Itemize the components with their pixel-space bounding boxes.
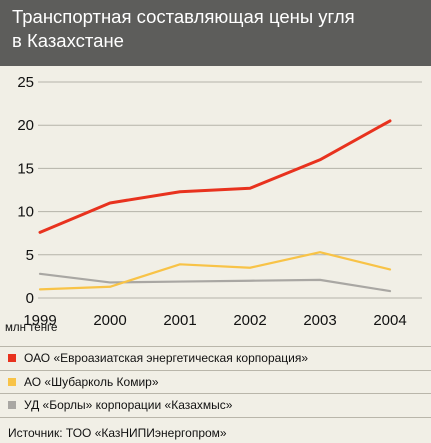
legend-divider: [0, 393, 431, 394]
legend-item: ОАО «Евроазиатская энергетическая корпор…: [8, 349, 308, 367]
y-unit-label: млн тенге: [5, 322, 58, 334]
chart-title: Транспортная составляющая цены угля в Ка…: [12, 5, 422, 53]
legend-item: УД «Борлы» корпорации «Казахмыс»: [8, 396, 232, 414]
source-note: Источник: ТОО «КазНИПИэнергопром»: [8, 426, 227, 440]
y-tick-label: 5: [26, 247, 34, 264]
legend-swatch: [8, 377, 16, 386]
y-tick-label: 25: [17, 74, 34, 91]
line-chart: 0 5 10 15 20 25 1999 2000 2001 2002 2003 2004: [17, 74, 422, 329]
legend-divider: [0, 346, 431, 347]
legend-swatch: [8, 354, 16, 362]
y-tick-label: 20: [17, 117, 34, 134]
x-tick-label: 2003: [303, 312, 336, 329]
legend-divider: [0, 416, 431, 418]
x-tick-label: 2001: [163, 312, 196, 329]
legend-divider: [0, 369, 431, 371]
chart-area: 0 5 10 15 20 25 1999 2000 2001 2002 2003 2004 млн т…: [0, 66, 431, 346]
x-tick-label: 2002: [233, 312, 266, 329]
legend-label: ОАО «Евроазиатская энергетическая корпор…: [24, 351, 309, 365]
x-tick-label: 2000: [93, 312, 126, 329]
series-line-1: [38, 119, 392, 234]
legend-swatch: [8, 401, 16, 409]
legend-label: АО «Шубарколь Комир»: [24, 374, 159, 389]
series-line-3: [38, 272, 392, 293]
y-tick-label: 15: [17, 160, 34, 177]
legend-item: АО «Шубарколь Комир»: [8, 373, 159, 391]
chart-title-line-1: Транспортная составляющая цены угля: [12, 6, 355, 27]
legend-label: УД «Борлы» корпорации «Казахмыс»: [24, 398, 233, 412]
chart-header: Транспортная составляющая цены угля в Ка…: [0, 0, 431, 66]
chart-title-line-2: в Казахстане: [12, 30, 124, 51]
series-line-2: [38, 251, 392, 291]
y-tick-label: 0: [26, 290, 34, 307]
x-tick-label: 1999: [23, 312, 56, 329]
x-tick-label: 2004: [373, 312, 406, 329]
y-tick-label: 10: [17, 204, 34, 221]
